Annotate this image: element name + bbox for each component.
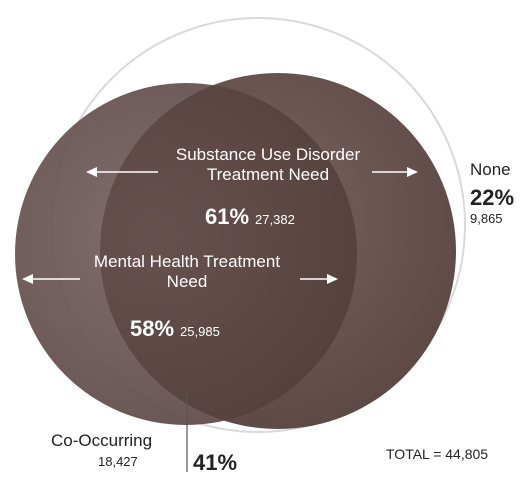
mh-circle [15,83,357,425]
mh-percent: 58% [130,316,175,341]
mh-arrow [22,274,338,284]
mh-stat: 58% 25,985 [130,316,220,341]
none-percent: 22% [470,185,515,210]
sud-label-line2: Treatment Need [206,164,330,184]
none-count: 9,865 [470,211,503,226]
mh-count: 25,985 [180,324,220,339]
sud-arrow [86,167,418,177]
sud-percent: 61% [205,204,250,229]
co-occurring-label: Co-Occurring [51,431,153,450]
none-label: None [470,160,511,179]
co-occurring-count: 18,427 [98,454,138,469]
overlap-region [100,83,357,425]
mh-label-line1: Mental Health Treatment [93,252,281,271]
co-occurring-percent: 41% [193,450,238,475]
total-label: TOTAL = 44,805 [386,446,489,462]
mh-label: Mental Health Treatment Need [62,252,312,291]
sud-count: 27,382 [255,212,295,227]
sud-stat: 61% 27,382 [205,204,295,229]
mh-label-line2: Need [166,271,208,291]
sud-label: Substance Use Disorder Treatment Need [148,145,388,184]
sud-label-line1: Substance Use Disorder [175,145,361,164]
